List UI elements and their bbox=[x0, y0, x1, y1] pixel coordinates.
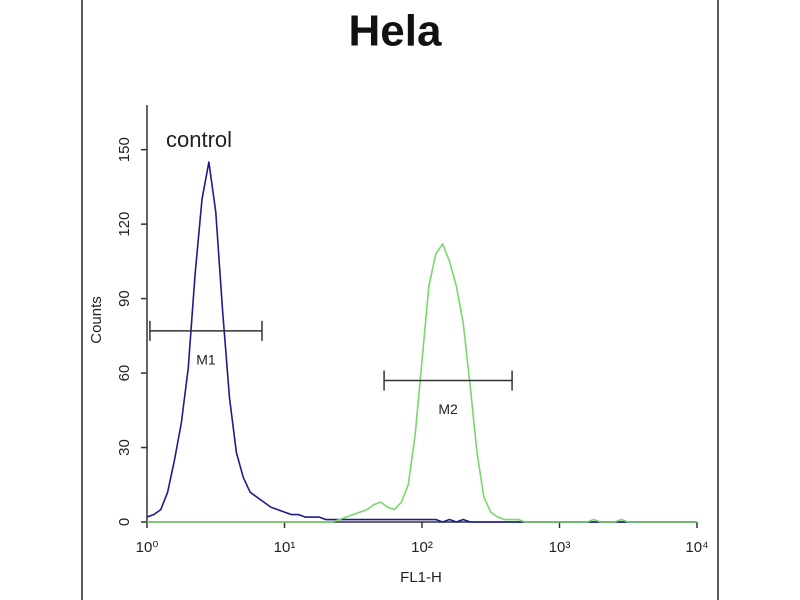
x-tick-label: 10¹ bbox=[274, 539, 296, 556]
marker-label: M2 bbox=[438, 401, 458, 417]
y-tick-label: 150 bbox=[116, 137, 133, 162]
series-annotation: control bbox=[166, 127, 232, 152]
y-axis-label: Counts bbox=[88, 296, 105, 344]
y-tick-label: 120 bbox=[116, 212, 133, 237]
x-tick-label: 10⁴ bbox=[685, 539, 708, 556]
x-axis-label: FL1-H bbox=[400, 569, 442, 586]
y-tick-label: 90 bbox=[116, 290, 133, 307]
y-tick-label: 0 bbox=[116, 518, 133, 526]
chart-title: Hela bbox=[349, 7, 442, 56]
x-tick-label: 10⁰ bbox=[136, 539, 159, 556]
x-tick-label: 10³ bbox=[549, 539, 571, 556]
marker-label: M1 bbox=[196, 352, 216, 368]
y-tick-label: 30 bbox=[116, 439, 133, 456]
y-tick-label: 60 bbox=[116, 365, 133, 382]
x-tick-label: 10² bbox=[411, 539, 433, 556]
series-line bbox=[147, 243, 697, 523]
